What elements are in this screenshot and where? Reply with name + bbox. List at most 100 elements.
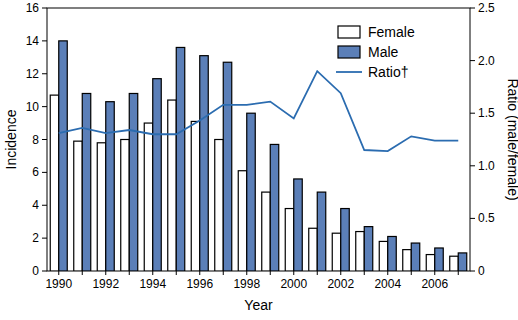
bar — [262, 192, 271, 271]
legend-label: Male — [368, 44, 399, 60]
y-tick — [42, 172, 47, 173]
y-tick-label: 12 — [26, 67, 40, 81]
y2-tick-label: 2.5 — [478, 1, 495, 15]
chart: 0 2 4 6 8 10 12 14 16 0 0.5 1.0 1.5 2.0 2.5 1990 1992 199… — [0, 0, 518, 320]
plot-frame — [47, 8, 470, 271]
x-tick — [105, 271, 106, 275]
y2-axis-label: Ratio (male/female) — [505, 78, 518, 200]
y-tick-label: 2 — [32, 231, 39, 245]
bar — [247, 113, 256, 271]
bar — [379, 241, 388, 271]
x-tick-label: 2004 — [374, 277, 401, 291]
bar — [106, 102, 115, 271]
y-tick — [42, 271, 47, 272]
bar — [82, 93, 91, 271]
x-tick-label: 1994 — [139, 277, 166, 291]
bar — [426, 255, 435, 271]
bar — [238, 171, 247, 271]
y-tick — [42, 238, 47, 239]
bar — [153, 79, 162, 271]
x-tick — [364, 271, 365, 275]
y-tick-label: 10 — [26, 100, 40, 114]
bar — [458, 253, 467, 271]
x-tick — [82, 271, 83, 275]
x-tick-label: 2000 — [280, 277, 307, 291]
legend-swatch — [338, 46, 360, 58]
y2-tick — [470, 113, 475, 114]
y2-tick-label: 1.0 — [478, 159, 495, 173]
bar — [200, 56, 209, 271]
y2-tick — [470, 8, 475, 9]
x-tick — [152, 271, 153, 275]
bar — [215, 140, 224, 272]
bar — [294, 179, 303, 271]
x-tick-label: 2002 — [327, 277, 354, 291]
y2-tick — [470, 271, 475, 272]
y-tick — [42, 106, 47, 107]
bar — [435, 248, 444, 271]
bar — [388, 236, 397, 271]
legend-swatch — [338, 26, 360, 38]
y2-tick-label: 0.5 — [478, 211, 495, 225]
bar — [129, 93, 138, 271]
bar — [403, 250, 412, 271]
bar — [59, 41, 68, 271]
x-tick-label: 2006 — [421, 277, 448, 291]
y2-tick — [470, 165, 475, 166]
bar — [356, 232, 365, 271]
x-tick — [223, 271, 224, 275]
y-tick-label: 0 — [32, 264, 39, 278]
x-tick — [58, 271, 59, 275]
bar — [270, 144, 279, 271]
bar — [285, 209, 294, 271]
x-tick-label: 1998 — [233, 277, 260, 291]
y-tick-label: 8 — [32, 133, 39, 147]
bar — [450, 256, 459, 271]
bar — [364, 227, 373, 271]
y-tick — [42, 40, 47, 41]
x-tick-label: 1992 — [92, 277, 119, 291]
bar — [121, 140, 130, 272]
x-tick — [129, 271, 130, 275]
y2-tick-label: 2.0 — [478, 54, 495, 68]
x-tick — [387, 271, 388, 275]
y2-tick-label: 0 — [478, 264, 485, 278]
y-tick — [42, 73, 47, 74]
y2-tick-label: 1.5 — [478, 106, 495, 120]
x-tick — [199, 271, 200, 275]
x-tick — [434, 271, 435, 275]
x-tick-label: 1990 — [45, 277, 72, 291]
bar — [309, 228, 318, 271]
y2-tick — [470, 218, 475, 219]
x-tick — [270, 271, 271, 275]
bar — [411, 243, 420, 271]
bar — [223, 62, 232, 271]
marks — [50, 41, 467, 271]
bar — [168, 100, 177, 271]
bar — [332, 233, 341, 271]
y-tick-label: 6 — [32, 165, 39, 179]
y-tick-label: 14 — [26, 34, 40, 48]
x-tick — [176, 271, 177, 275]
y2-tick — [470, 60, 475, 61]
bar — [74, 141, 83, 271]
bar — [191, 121, 200, 271]
ratio-line — [59, 71, 459, 151]
x-tick — [246, 271, 247, 275]
legend-label: Female — [368, 24, 415, 40]
bar — [176, 47, 185, 271]
y-tick — [42, 205, 47, 206]
bar — [50, 95, 59, 271]
x-tick — [317, 271, 318, 275]
x-tick-label: 1996 — [186, 277, 213, 291]
legend-line — [336, 71, 362, 73]
bar — [317, 192, 326, 271]
bar — [144, 123, 153, 271]
y-tick-label: 4 — [32, 198, 39, 212]
x-tick — [293, 271, 294, 275]
y-tick-label: 16 — [26, 1, 40, 15]
bar — [97, 143, 106, 271]
y-tick — [42, 8, 47, 9]
x-axis-label: Year — [244, 297, 273, 313]
x-tick — [411, 271, 412, 275]
